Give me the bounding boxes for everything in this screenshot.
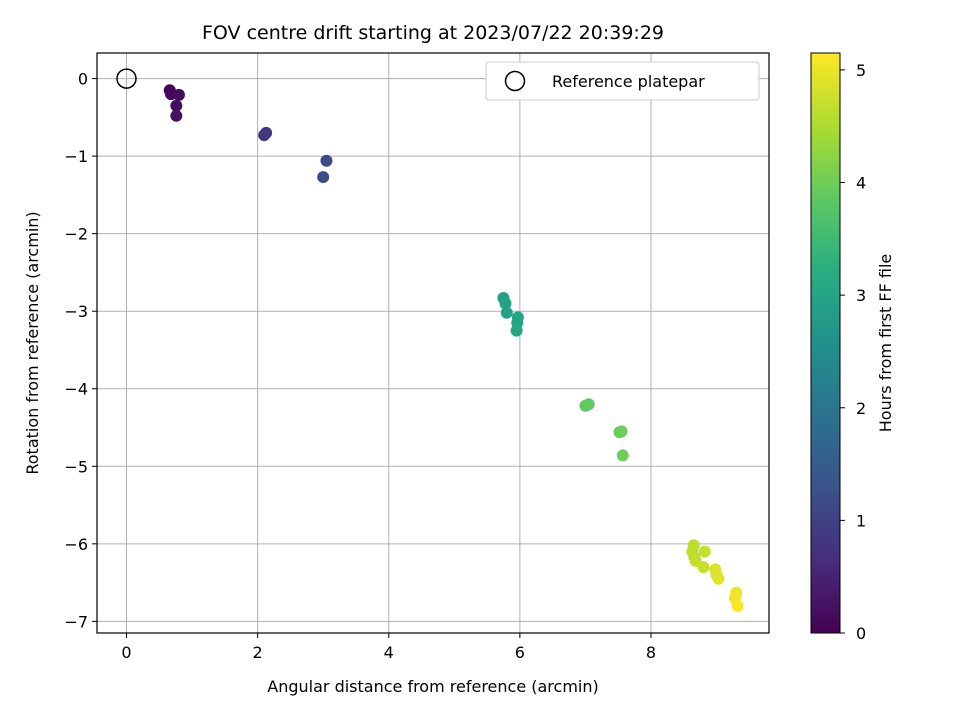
data-point	[499, 297, 512, 310]
data-point	[170, 99, 183, 112]
legend: Reference platepar	[485, 61, 760, 101]
scatter-points	[163, 84, 744, 612]
plot-frame	[96, 52, 770, 634]
data-point	[170, 109, 183, 122]
y-axis-ticks: 0 −1 −2 −3 −4 −5 −6 −7	[64, 70, 97, 631]
x-tick-label: 8	[646, 643, 656, 662]
data-point	[731, 599, 744, 612]
data-point	[697, 561, 710, 574]
colorbar-label: Hours from first FF file	[876, 254, 895, 433]
data-point	[616, 449, 629, 462]
data-point	[320, 154, 333, 167]
x-tick-label: 0	[121, 643, 131, 662]
x-tick-label: 4	[384, 643, 394, 662]
data-point	[510, 324, 523, 337]
y-tick-label: −2	[64, 225, 88, 244]
y-tick-label: −1	[64, 147, 88, 166]
x-tick-label: 2	[253, 643, 263, 662]
data-point	[172, 88, 185, 101]
colorbar-tick-label: 5	[856, 61, 866, 80]
colorbar-ticks: 0 1 2 3 4 5	[840, 61, 866, 643]
data-point	[500, 306, 513, 319]
colorbar-tick-label: 3	[856, 286, 866, 305]
data-point	[712, 572, 725, 585]
y-axis-label: Rotation from reference (arcmin)	[23, 211, 42, 474]
colorbar-tick-label: 1	[856, 511, 866, 530]
chart-title: FOV centre drift starting at 2023/07/22 …	[202, 22, 664, 44]
legend-box	[485, 61, 760, 101]
data-point	[698, 545, 711, 558]
x-axis-ticks: 0 2 4 6 8	[121, 633, 656, 662]
colorbar-tick-label: 0	[856, 624, 866, 643]
colorbar-tick-label: 2	[856, 399, 866, 418]
colorbar	[810, 52, 841, 634]
y-tick-label: −7	[64, 612, 88, 631]
data-point	[615, 425, 628, 438]
y-tick-label: 0	[78, 70, 88, 89]
legend-label: Reference platepar	[552, 72, 705, 91]
y-tick-label: −5	[64, 457, 88, 476]
data-point	[260, 126, 273, 139]
colorbar-tick-label: 4	[856, 174, 866, 193]
x-tick-label: 6	[515, 643, 525, 662]
y-tick-label: −3	[64, 302, 88, 321]
data-point	[317, 171, 330, 184]
x-axis-label: Angular distance from reference (arcmin)	[267, 677, 598, 696]
grid	[97, 53, 769, 633]
legend-marker	[504, 70, 526, 92]
y-tick-label: −4	[64, 380, 88, 399]
data-point	[582, 398, 595, 411]
y-tick-label: −6	[64, 535, 88, 554]
reference-platepar-marker	[116, 68, 137, 89]
